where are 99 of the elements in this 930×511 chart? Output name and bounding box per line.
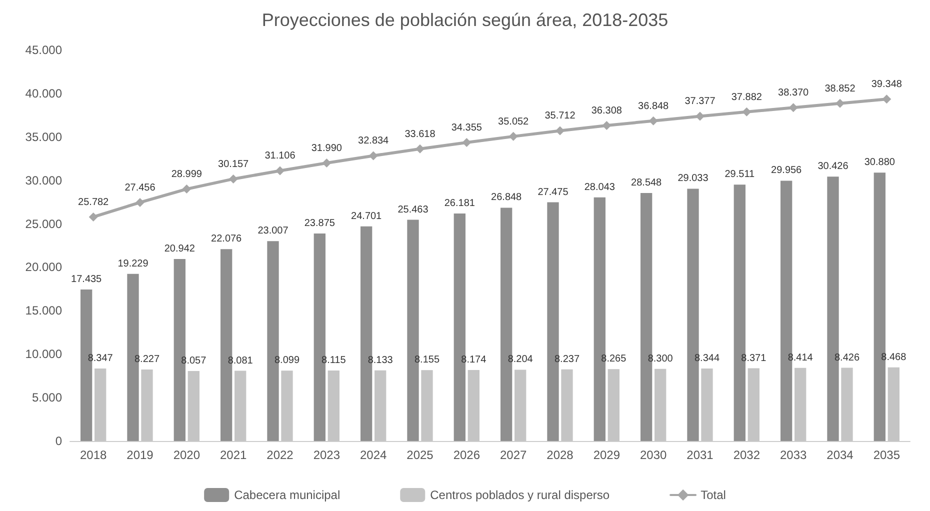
data-label: 24.701 [351, 210, 382, 222]
y-tick-label: 15.000 [25, 304, 62, 318]
point [556, 126, 564, 136]
x-tick-label: 2023 [313, 448, 340, 462]
x-tick-label: 2027 [500, 448, 528, 462]
x-tick-label: 2030 [640, 448, 668, 462]
x-tick-label: 2026 [453, 448, 480, 462]
data-label: 29.956 [771, 165, 802, 176]
data-label: 28.043 [584, 182, 616, 193]
data-label: 20.942 [164, 244, 196, 255]
data-label: 33.618 [404, 128, 436, 140]
point [276, 166, 284, 176]
data-label: 8.081 [228, 355, 254, 366]
data-label: 8.300 [648, 353, 674, 364]
data-label: 8.057 [181, 355, 207, 366]
y-tick-label: 45.000 [25, 43, 62, 57]
data-label: 23.875 [304, 218, 336, 230]
data-label: 8.347 [88, 352, 114, 364]
data-label: 30.157 [218, 158, 250, 170]
y-tick-label: 10.000 [25, 347, 62, 362]
x-tick-label: 2028 [546, 448, 574, 462]
data-label: 25.463 [398, 204, 429, 216]
x-tick-label: 2020 [173, 448, 200, 462]
y-tick-label: 30.000 [25, 173, 62, 188]
data-label: 37.882 [731, 92, 762, 103]
data-label: 8.265 [601, 354, 627, 365]
y-tick-label: 5.000 [32, 390, 62, 405]
data-label: 8.344 [694, 353, 720, 364]
data-label: 8.227 [134, 354, 160, 366]
point [648, 116, 658, 126]
data-label: 29.511 [724, 169, 756, 180]
data-label: 26.181 [444, 198, 476, 210]
data-label: 8.099 [274, 355, 300, 366]
data-label: 36.308 [591, 106, 622, 117]
data-label: 8.155 [414, 354, 440, 366]
data-label: 8.204 [508, 354, 534, 366]
x-tick-label: 2019 [126, 448, 154, 462]
x-tick-label: 2021 [220, 448, 248, 462]
point [696, 112, 704, 121]
x-tick-label: 2029 [593, 448, 620, 462]
data-label: 8.468 [881, 352, 907, 363]
point [368, 151, 378, 160]
point [882, 94, 892, 104]
x-tick-label: 2034 [826, 448, 854, 462]
point [508, 132, 518, 141]
y-tick-label: 20.000 [25, 260, 62, 274]
x-tick-label: 2024 [360, 448, 388, 462]
data-label: 35.712 [544, 110, 576, 122]
point [182, 184, 192, 194]
x-tick-label: 2031 [686, 448, 714, 462]
y-tick-label: 25.000 [25, 216, 62, 231]
data-label: 8.133 [368, 354, 394, 366]
data-label: 25.782 [78, 196, 110, 208]
data-label: 36.848 [638, 100, 670, 112]
data-label: 35.052 [498, 116, 530, 128]
x-tick-label: 2032 [733, 448, 760, 462]
data-label: 8.371 [741, 352, 767, 364]
data-label: 27.456 [124, 182, 156, 194]
data-label: 8.174 [461, 354, 487, 366]
data-label: 22.076 [211, 234, 242, 245]
data-label: 30.880 [864, 157, 896, 168]
data-label: 28.548 [631, 177, 662, 188]
data-label: 32.834 [358, 136, 390, 147]
point [836, 98, 844, 108]
y-tick-label: 40.000 [25, 86, 62, 100]
data-label: 19.229 [118, 258, 149, 270]
point [88, 212, 98, 222]
point [136, 198, 144, 207]
data-label: 8.115 [322, 354, 346, 366]
x-tick-label: 2035 [873, 448, 900, 462]
data-label: 28.999 [171, 169, 202, 180]
data-label: 8.426 [834, 352, 860, 364]
y-tick-label: 35.000 [25, 130, 62, 144]
legend-label: Total [700, 488, 726, 502]
chart-title: Proyecciones de población según área, 2018-2035 [262, 10, 668, 30]
x-tick-label: 2022 [266, 448, 294, 462]
x-tick-label: 2033 [780, 448, 808, 462]
data-label: 23.007 [258, 226, 289, 237]
legend-label: Cabecera municipal [234, 488, 340, 502]
data-label: 37.377 [684, 96, 716, 108]
point [228, 174, 238, 184]
point [416, 144, 424, 154]
data-label: 26.848 [491, 192, 522, 204]
data-label: 31.990 [311, 143, 342, 154]
data-label: 38.370 [778, 88, 810, 99]
data-label: 17.435 [71, 274, 102, 286]
legend-label: Centros poblados y rural disperso [430, 488, 610, 502]
data-label: 39.348 [871, 79, 902, 90]
data-label: 38.852 [824, 83, 856, 94]
data-label: 8.237 [554, 354, 580, 365]
data-label: 30.426 [818, 161, 849, 172]
x-tick-label: 2025 [406, 448, 434, 462]
y-tick-label: 0 [55, 434, 62, 448]
data-label: 29.033 [678, 173, 709, 184]
data-label: 34.355 [451, 122, 482, 134]
data-label: 8.414 [788, 352, 814, 364]
data-label: 31.106 [264, 150, 296, 162]
data-label: 27.475 [538, 186, 569, 198]
x-tick-label: 2018 [80, 448, 108, 462]
